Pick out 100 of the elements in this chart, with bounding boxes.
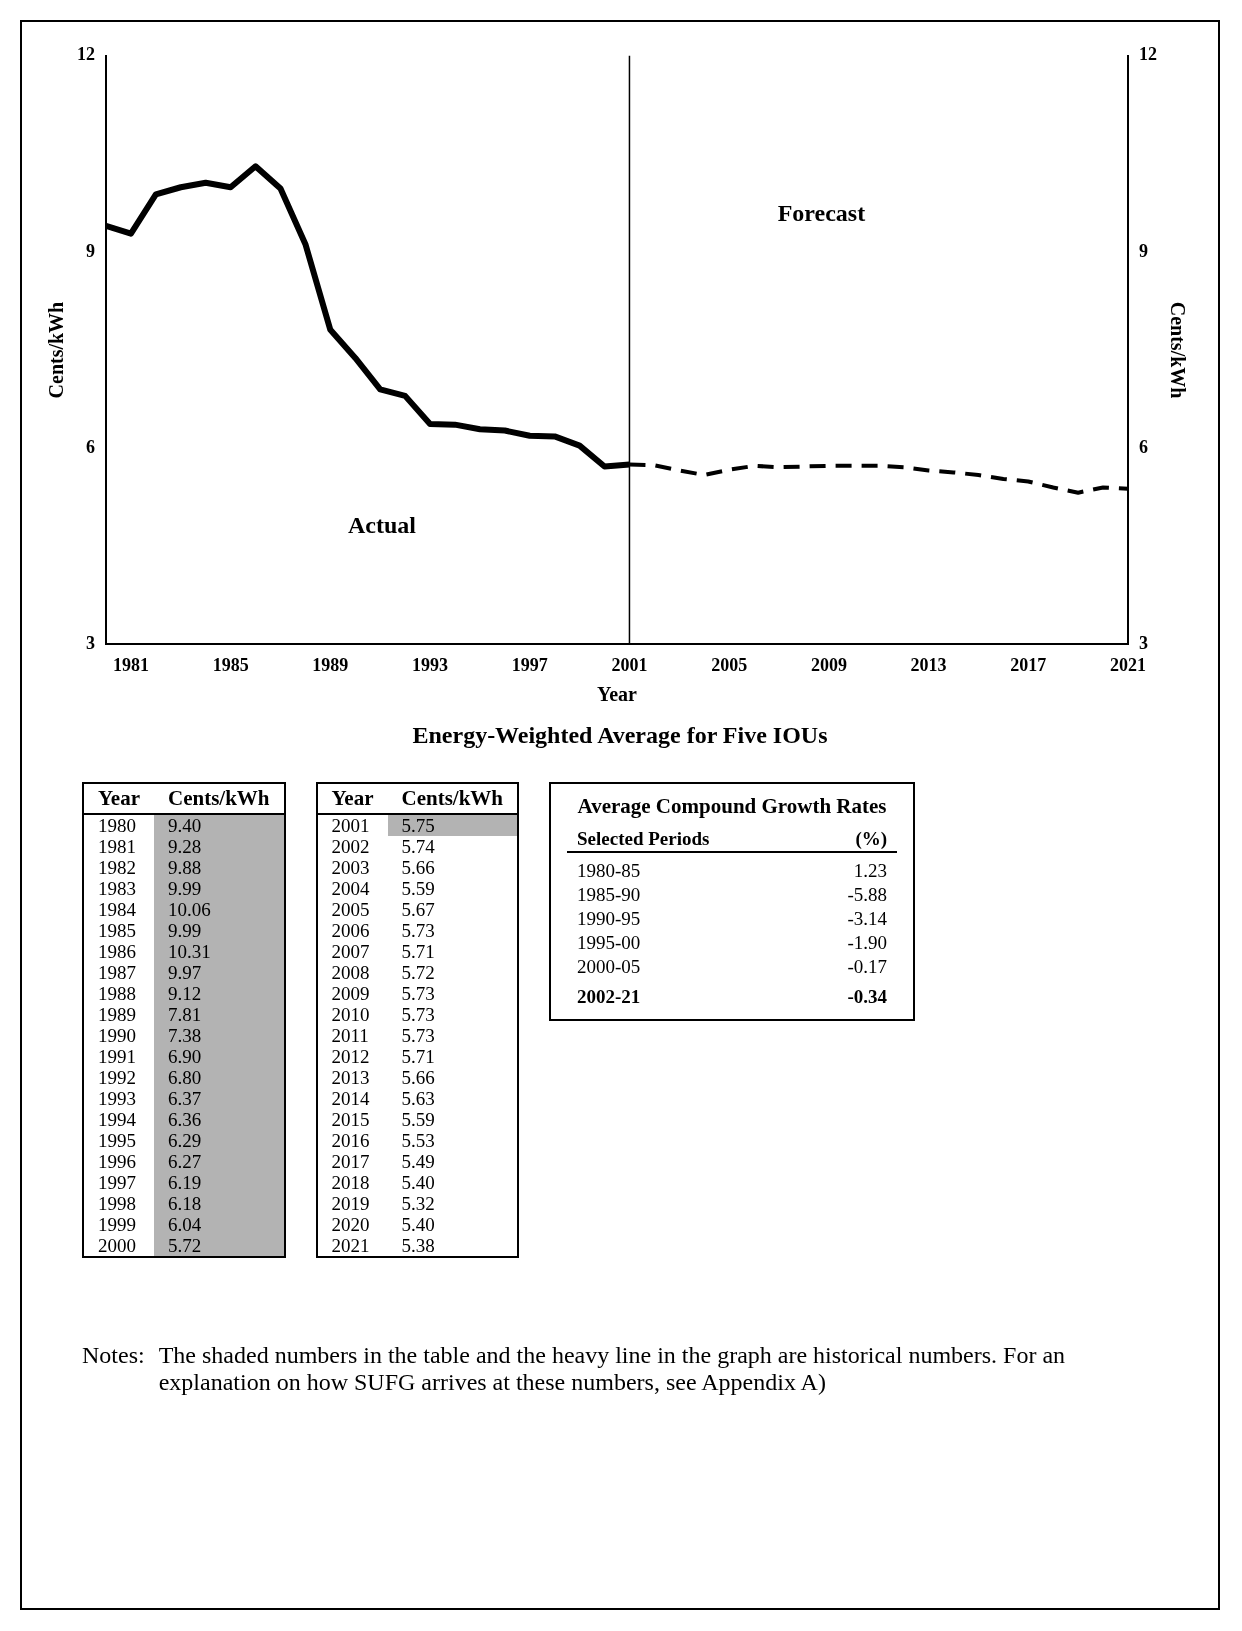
text: 1991	[97, 1046, 137, 1067]
text: 1989	[97, 1004, 137, 1025]
text: 1993	[97, 1088, 137, 1109]
text: 1994	[97, 1109, 137, 1130]
text: -1.90	[847, 932, 888, 954]
text: 5.67	[400, 899, 436, 920]
text: 5.73	[400, 920, 436, 941]
text: (%)	[855, 828, 888, 850]
x-tick-label: 1993	[412, 654, 449, 675]
text: 5.40	[400, 1172, 436, 1193]
text: 1999	[97, 1214, 137, 1235]
text: 1996	[97, 1151, 137, 1172]
text: 9.40	[153, 814, 285, 836]
text: 5.66	[400, 857, 436, 878]
text: 10.31	[153, 941, 285, 962]
text: 5.73	[400, 1004, 436, 1025]
text: 2021	[330, 1235, 371, 1257]
text: -0.34	[847, 986, 888, 1008]
y-tick-label: 3	[86, 633, 95, 654]
text: 1982	[97, 857, 137, 878]
text: 2008	[330, 962, 371, 983]
text: 1998	[97, 1193, 137, 1214]
text: 5.74	[400, 836, 436, 857]
x-tick-label: 2017	[1010, 654, 1047, 675]
text: 6.27	[153, 1151, 285, 1172]
text: Notes:	[82, 1342, 145, 1370]
annotation: Forecast	[777, 199, 866, 226]
text: 5.71	[400, 1046, 436, 1067]
x-tick-label: 1989	[312, 654, 349, 675]
text: 6.36	[153, 1109, 285, 1130]
text: 5.49	[400, 1151, 436, 1172]
text: 1987	[97, 962, 137, 983]
text: The shaded numbers in the table and the heavy line in the graph are historical numbers. For an explanation on how SUFG arrives at these numbers, see Appendix A)	[158, 1342, 1067, 1396]
x-tick-label: 2005	[711, 654, 748, 675]
text: 5.66	[400, 1067, 436, 1088]
text: 2009	[330, 983, 371, 1004]
text: 9.12	[153, 983, 285, 1004]
text: 5.38	[400, 1235, 436, 1257]
text: 5.73	[400, 1025, 436, 1046]
text: Cents/kWh	[167, 786, 270, 810]
text: -5.88	[847, 884, 888, 906]
text: 2001	[330, 814, 371, 836]
text: 1992	[97, 1067, 137, 1088]
text: 9.88	[153, 857, 285, 878]
text: 5.59	[400, 1109, 436, 1130]
x-tick-label: 1985	[212, 654, 249, 675]
text: 2014	[330, 1088, 371, 1109]
text: 1983	[97, 878, 137, 899]
x-tick-label: 1997	[511, 654, 548, 675]
y-tick-label: 12	[77, 44, 95, 65]
text: 6.04	[153, 1214, 285, 1235]
text: Energy-Weighted Average for Five IOUs	[411, 722, 829, 749]
text: 9.99	[153, 920, 285, 941]
y2-tick-label: 6	[1139, 436, 1148, 457]
text: 5.32	[400, 1193, 436, 1214]
text: 2004	[330, 878, 371, 899]
text: 1980-85	[577, 860, 641, 882]
y2-axis-title: Cents/kWh	[1166, 301, 1189, 399]
text: 2018	[330, 1172, 371, 1193]
text: 2016	[330, 1130, 371, 1151]
text: 2010	[330, 1004, 371, 1025]
x-tick-label: 2009	[810, 654, 847, 675]
text: 5.59	[400, 878, 436, 899]
text: Selected Periods	[577, 828, 710, 850]
text: Year	[98, 786, 140, 810]
text: 5.73	[400, 983, 436, 1004]
text: 10.06	[153, 899, 285, 920]
text: 2000	[97, 1235, 137, 1257]
text: 2015	[330, 1109, 371, 1130]
text: 1.23	[853, 860, 888, 882]
text: 6.90	[153, 1046, 285, 1067]
annotation: Actual	[347, 511, 417, 538]
y2-tick-label: 3	[1139, 633, 1148, 654]
text: 1984	[97, 899, 137, 920]
text: 1986	[97, 941, 137, 962]
text: 9.28	[153, 836, 285, 857]
text: 7.38	[153, 1025, 285, 1046]
text: 6.19	[153, 1172, 285, 1193]
x-tick-label: 2001	[611, 654, 648, 675]
text: 1985	[97, 920, 137, 941]
y2-tick-label: 12	[1139, 44, 1157, 65]
y2-tick-label: 9	[1139, 240, 1148, 261]
text: 2013	[330, 1067, 371, 1088]
text: 1997	[97, 1172, 137, 1193]
text: 9.99	[153, 878, 285, 899]
text: 1990-95	[577, 908, 641, 930]
text: 5.40	[400, 1214, 436, 1235]
text: 5.75	[387, 814, 519, 836]
text: 2000-05	[577, 956, 641, 978]
text: -3.14	[847, 908, 888, 930]
text: 2019	[330, 1193, 371, 1214]
text: 1995-00	[577, 932, 641, 954]
text: 7.81	[153, 1004, 285, 1025]
text: Cents/kWh	[401, 786, 504, 810]
text: 1980	[97, 814, 137, 836]
text: 2011	[330, 1025, 370, 1046]
x-axis-title: Year	[597, 683, 638, 706]
text: 5.71	[400, 941, 436, 962]
text: 2020	[330, 1214, 371, 1235]
text: 6.80	[153, 1067, 285, 1088]
